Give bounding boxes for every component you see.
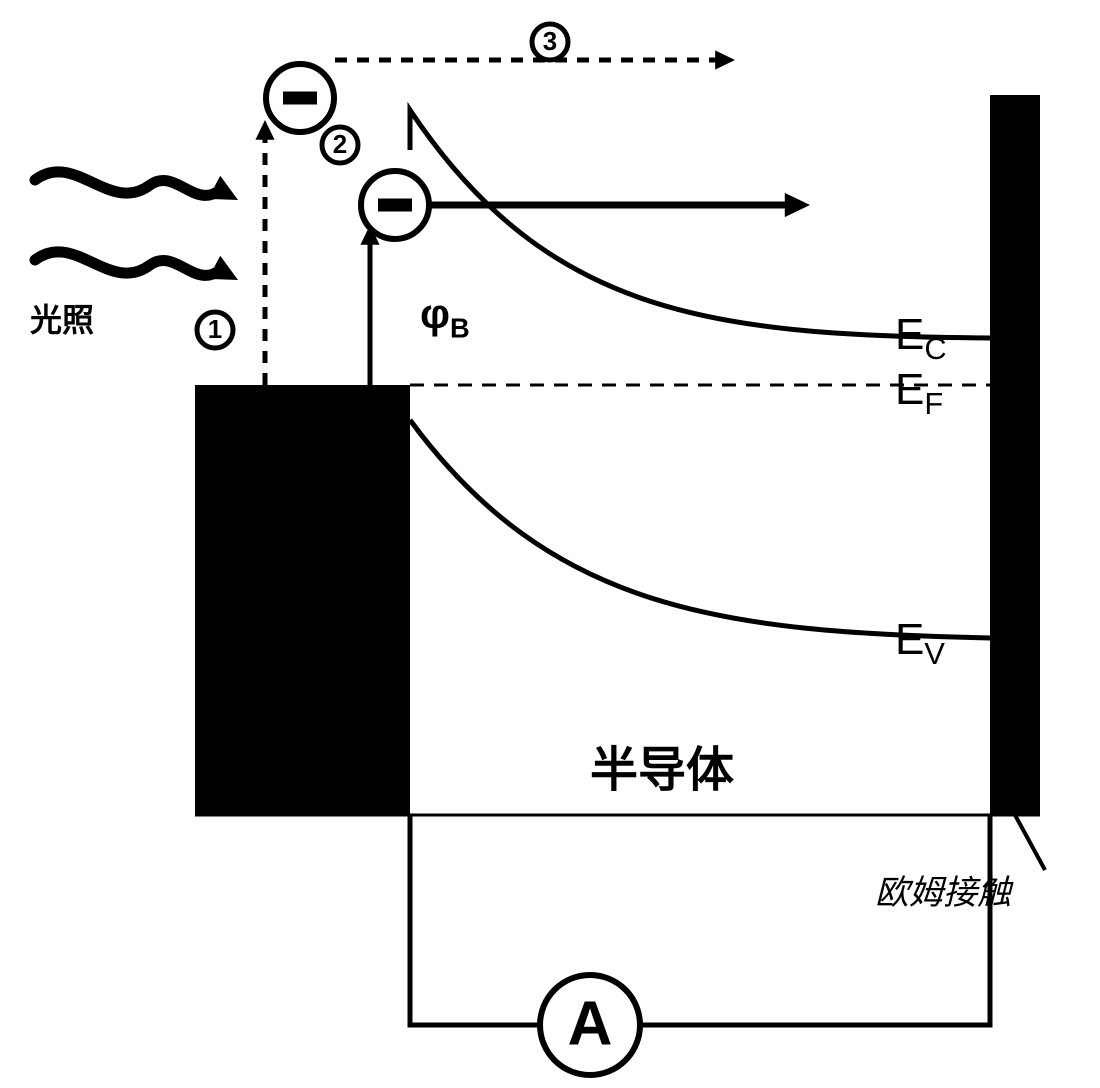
step-number-1: 1 (208, 314, 222, 344)
diagram-stage: 1 2 3 A 光照 φB ECEF EV 半导体欧姆接触 (0, 0, 1100, 1088)
label-ohmic: 欧姆接触 (875, 865, 1011, 914)
step-number-2: 2 (333, 129, 347, 159)
light-arrow-2 (35, 252, 220, 276)
circuit-wire (410, 815, 990, 1025)
label-phiB: φB (420, 290, 470, 344)
electron-minus-2 (378, 199, 412, 212)
light-arrow-1 (35, 172, 220, 196)
ohmic-contact-block (990, 95, 1040, 815)
step-number-3: 3 (543, 26, 557, 56)
label-Ev: EV (895, 615, 945, 672)
label-semi: 半导体 (590, 730, 734, 800)
metal-block (195, 385, 410, 815)
ammeter-letter: A (568, 989, 613, 1058)
electron-minus-1 (283, 92, 317, 105)
label-Ec: EC (895, 310, 947, 367)
diagram-svg: 1 2 3 A (0, 0, 1100, 1088)
label-light: 光照 (30, 295, 94, 341)
ev-curve (410, 420, 990, 638)
label-Ef: EF (895, 365, 943, 422)
ohmic-pointer (1015, 815, 1045, 870)
ec-curve (410, 110, 990, 338)
